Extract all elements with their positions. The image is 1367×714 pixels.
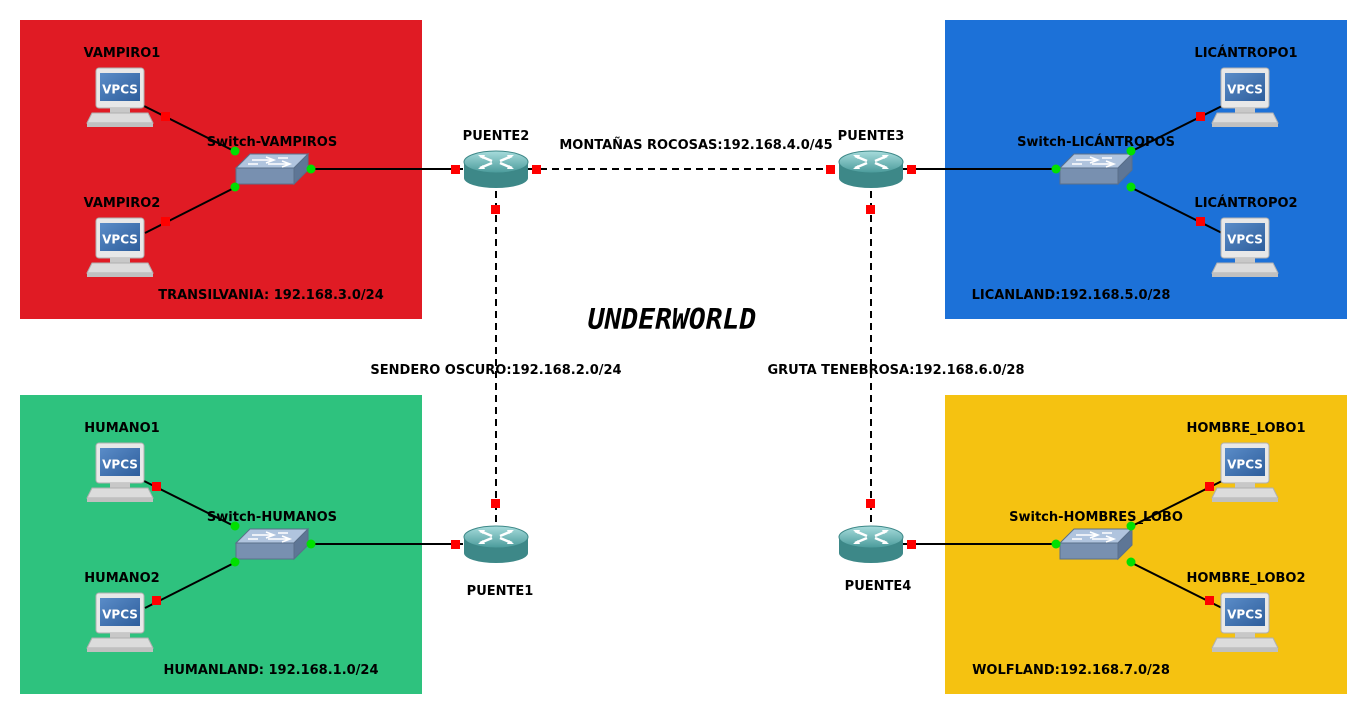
port-sw-lobos-1 — [1126, 521, 1136, 531]
pc-hombre-lobo1[interactable]: VPCS — [1211, 442, 1279, 503]
port-sw-lobos-2 — [1126, 557, 1136, 567]
link-vampiro1-switch — [139, 103, 237, 153]
link-switch-licantropo1 — [1129, 103, 1227, 153]
vpcs-badge: VPCS — [102, 233, 138, 247]
port-sw-humanos-3 — [306, 539, 316, 549]
zone-label-transilvania: TRANSILVANIA: 192.168.3.0/24 — [158, 288, 384, 303]
vpcs-badge: VPCS — [102, 608, 138, 622]
diagram-title: UNDERWORLD — [588, 303, 757, 336]
port-sw-humanos-2 — [230, 557, 240, 567]
port-puente1-west — [451, 540, 460, 549]
port-lobo2 — [1205, 596, 1214, 605]
pc-vampiro2[interactable]: VPCS — [86, 217, 154, 278]
pc-humano1[interactable]: VPCS — [86, 442, 154, 503]
switch-vampiros-icon[interactable] — [235, 153, 309, 185]
router-label-puente1: PUENTE1 — [467, 584, 534, 599]
port-vampiro1 — [161, 112, 170, 121]
port-puente2-east — [532, 165, 541, 174]
pc-vampiro1[interactable]: VPCS — [86, 67, 154, 128]
router-label-puente4: PUENTE4 — [845, 579, 912, 594]
zone-label-wolfland: WOLFLAND:192.168.7.0/28 — [972, 663, 1170, 678]
pc-humano2[interactable]: VPCS — [86, 592, 154, 653]
pc-label-humano1: HUMANO1 — [84, 421, 159, 436]
pc-label-licantropo1: LICÁNTROPO1 — [1194, 45, 1297, 61]
port-vampiro2 — [161, 217, 170, 226]
port-puente1-north — [491, 499, 500, 508]
vpcs-icon — [86, 592, 154, 653]
router-puente1-icon[interactable] — [462, 524, 530, 565]
port-puente2-west — [451, 165, 460, 174]
link-vampiro2-switch — [144, 186, 237, 234]
port-licantropo1 — [1196, 112, 1205, 121]
router-ports — [152, 112, 1214, 605]
vpcs-badge: VPCS — [1227, 83, 1263, 97]
vpcs-badge: VPCS — [1227, 458, 1263, 472]
vpcs-icon — [86, 442, 154, 503]
router-puente2-icon[interactable] — [462, 149, 530, 190]
switch-label-licantropos: Switch-LICÁNTROPOS — [1017, 134, 1175, 150]
zone-label-licanland: LICANLAND:192.168.5.0/28 — [972, 288, 1171, 303]
vpcs-icon — [1211, 592, 1279, 653]
switch-hombres-lobo-icon[interactable] — [1059, 528, 1133, 560]
port-sw-licantropos-1 — [1126, 146, 1136, 156]
pc-licantropo2[interactable]: VPCS — [1211, 217, 1279, 278]
pc-label-vampiro2: VAMPIRO2 — [84, 196, 161, 211]
link-label-gruta: GRUTA TENEBROSA:192.168.6.0/28 — [767, 363, 1024, 378]
vpcs-badge: VPCS — [102, 83, 138, 97]
switch-licantropos-icon[interactable] — [1059, 153, 1133, 185]
link-label-montanas: MONTAÑAS ROCOSAS:192.168.4.0/45 — [559, 137, 832, 153]
port-sw-licantropos-3 — [1051, 164, 1061, 174]
port-sw-lobos-3 — [1051, 539, 1061, 549]
vpcs-icon — [1211, 217, 1279, 278]
port-sw-vampiros-2 — [230, 182, 240, 192]
pc-licantropo1[interactable]: VPCS — [1211, 67, 1279, 128]
switch-humanos-icon[interactable] — [235, 528, 309, 560]
switch-ports — [230, 146, 1136, 567]
port-sw-vampiros-1 — [230, 146, 240, 156]
port-puente2-south — [491, 205, 500, 214]
port-sw-humanos-1 — [230, 521, 240, 531]
vpcs-icon — [1211, 442, 1279, 503]
port-puente3-east — [907, 165, 916, 174]
port-licantropo2 — [1196, 217, 1205, 226]
port-lobo1 — [1205, 482, 1214, 491]
port-humano2 — [152, 596, 161, 605]
port-puente3-south — [866, 205, 875, 214]
zone-label-humanland: HUMANLAND: 192.168.1.0/24 — [163, 663, 378, 678]
router-puente4-icon[interactable] — [837, 524, 905, 565]
switch-label-vampiros: Switch-VAMPIROS — [207, 135, 337, 150]
port-humano1 — [152, 482, 161, 491]
switch-label-hombres-lobo: Switch-HOMBRES_LOBO — [1009, 510, 1183, 525]
port-sw-vampiros-3 — [306, 164, 316, 174]
vpcs-icon — [1211, 67, 1279, 128]
pc-hombre-lobo2[interactable]: VPCS — [1211, 592, 1279, 653]
router-puente3-icon[interactable] — [837, 149, 905, 190]
vpcs-badge: VPCS — [102, 458, 138, 472]
port-puente4-north — [866, 499, 875, 508]
vpcs-badge: VPCS — [1227, 608, 1263, 622]
pc-label-licantropo2: LICÁNTROPO2 — [1194, 195, 1297, 211]
router-label-puente2: PUENTE2 — [463, 129, 530, 144]
pc-label-hombre-lobo1: HOMBRE_LOBO1 — [1186, 421, 1305, 436]
pc-label-vampiro1: VAMPIRO1 — [84, 46, 161, 61]
port-puente4-east — [907, 540, 916, 549]
vpcs-icon — [86, 217, 154, 278]
pc-label-hombre-lobo2: HOMBRE_LOBO2 — [1186, 571, 1305, 586]
vpcs-icon — [86, 67, 154, 128]
link-switch-licantropo2 — [1129, 186, 1223, 234]
pc-label-humano2: HUMANO2 — [84, 571, 159, 586]
switch-label-humanos: Switch-HUMANOS — [207, 510, 337, 525]
vpcs-badge: VPCS — [1227, 233, 1263, 247]
port-sw-licantropos-2 — [1126, 182, 1136, 192]
port-puente3-west — [826, 165, 835, 174]
router-label-puente3: PUENTE3 — [838, 129, 905, 144]
link-label-sendero: SENDERO OSCURO:192.168.2.0/24 — [370, 363, 621, 378]
